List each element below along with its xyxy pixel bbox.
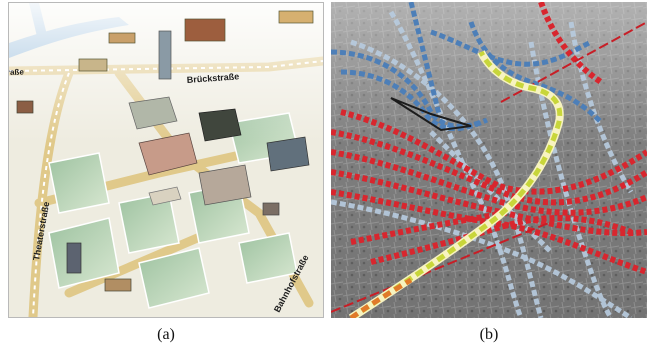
trajectory-tubes-illustration bbox=[331, 2, 647, 318]
panel-b-caption: (b) bbox=[479, 326, 499, 343]
red-straight-trajectories bbox=[331, 21, 647, 313]
panel-a-city-map: raße Brückstraße Theaterstraße Bahnhofst… bbox=[8, 2, 324, 318]
street-label-strasse-fragment: raße bbox=[9, 67, 25, 77]
city-buildings bbox=[16, 10, 314, 292]
selection-lens bbox=[390, 97, 472, 132]
panel-a-caption: (a) bbox=[157, 326, 175, 343]
panel-b-trajectory-visualization bbox=[331, 2, 647, 318]
city-map-illustration: raße Brückstraße Theaterstraße Bahnhofst… bbox=[9, 3, 323, 317]
highlighted-trajectory bbox=[349, 50, 563, 318]
red-trajectories bbox=[331, 2, 647, 275]
street-label-brueckstrasse: Brückstraße bbox=[186, 71, 239, 85]
